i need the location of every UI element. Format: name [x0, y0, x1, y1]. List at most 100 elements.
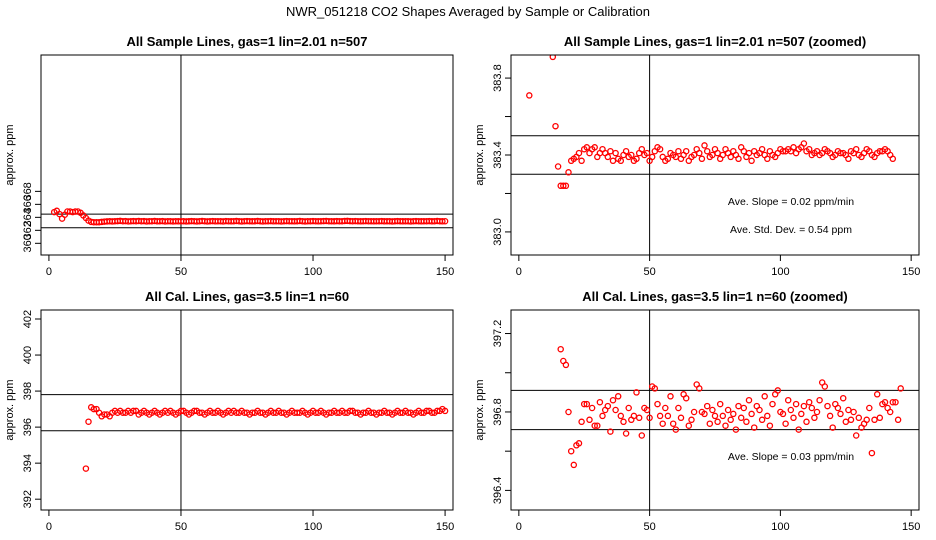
data-point [583, 400, 591, 408]
y-tick-label: 383.4 [492, 141, 504, 169]
data-point [821, 383, 829, 390]
annotation-text: Ave. Slope = 0.03 ppm/min [728, 451, 854, 463]
data-point [578, 418, 585, 426]
x-tick-label: 150 [902, 266, 920, 278]
data-point [769, 400, 776, 408]
data-point [881, 398, 889, 406]
data-point [604, 402, 612, 410]
data-point [583, 144, 591, 151]
chart-title: All Sample Lines, gas=1 lin=2.01 n=507 [127, 34, 368, 49]
data-point [735, 402, 742, 410]
chart-title: All Cal. Lines, gas=3.5 lin=1 n=60 (zoom… [582, 289, 848, 304]
y-tick-label: 383.0 [492, 218, 504, 246]
data-point [612, 406, 619, 414]
y-axis-label: approx. ppm [4, 379, 16, 440]
data-point [782, 420, 789, 427]
data-point [594, 422, 601, 429]
y-tick-label: 397.2 [492, 320, 504, 348]
y-tick-label: 398 [22, 382, 34, 400]
data-point [876, 414, 884, 422]
x-tick-label: 150 [436, 266, 454, 278]
x-tick-label: 100 [304, 266, 322, 278]
y-tick-label: 396 [22, 418, 34, 436]
data-point [813, 408, 821, 416]
y-tick-label: 362 [22, 221, 34, 239]
x-tick-label: 0 [516, 521, 522, 533]
data-point [719, 412, 727, 420]
data-point [675, 147, 682, 155]
data-point [651, 385, 659, 392]
plot-area [511, 310, 919, 510]
data-point [876, 147, 884, 155]
y-tick-label: 383.8 [492, 64, 504, 92]
data-point [732, 426, 740, 433]
data-point [565, 169, 572, 176]
data-point [622, 430, 630, 437]
data-point [800, 402, 808, 410]
data-point [682, 147, 690, 155]
data-point [774, 387, 782, 394]
data-point [719, 151, 727, 159]
data-point [591, 144, 598, 151]
data-point [766, 422, 774, 429]
y-tick-label: 402 [22, 310, 34, 328]
data-point [745, 396, 753, 404]
data-point [648, 153, 656, 161]
data-point [758, 145, 766, 153]
y-tick-label: 368 [22, 182, 34, 200]
data-point [638, 432, 646, 439]
data-point [764, 412, 771, 420]
y-axis-label: approx. ppm [474, 124, 486, 185]
data-point [800, 140, 808, 147]
chart-title: All Cal. Lines, gas=3.5 lin=1 n=60 [145, 289, 349, 304]
data-point [696, 149, 703, 157]
data-point [808, 404, 816, 412]
data-point [756, 406, 763, 414]
data-point [852, 432, 860, 439]
plot-frame [40, 54, 454, 256]
data-point [609, 157, 617, 165]
chart-panel: All Cal. Lines, gas=3.5 lin=1 n=60 (zoom… [474, 289, 920, 533]
data-point [628, 151, 635, 159]
data-point [803, 418, 810, 426]
x-tick-label: 50 [643, 521, 655, 533]
data-point [735, 155, 742, 163]
data-point [837, 149, 844, 157]
data-point [586, 416, 593, 424]
data-point [889, 398, 897, 406]
data-point [727, 416, 734, 424]
data-point [638, 145, 646, 153]
data-point [716, 400, 724, 408]
data-point [724, 406, 732, 414]
annotation-text: Ave. Slope = 0.02 ppm/min [728, 196, 854, 208]
data-point [886, 408, 894, 416]
data-point [578, 157, 585, 165]
data-point [633, 155, 640, 163]
data-point [622, 147, 630, 155]
data-point [599, 412, 606, 420]
data-point [748, 157, 755, 165]
annotation-text: Ave. Std. Dev. = 0.54 ppm [730, 224, 852, 236]
data-point [892, 398, 899, 406]
data-point [779, 147, 787, 155]
data-point [798, 410, 805, 418]
data-point [779, 410, 787, 418]
data-point [685, 422, 693, 429]
data-point [852, 145, 860, 153]
y-tick-label: 366 [22, 195, 34, 213]
data-point [790, 144, 797, 151]
data-point [722, 422, 729, 429]
chart-panel: All Sample Lines, gas=1 lin=2.01 n=507 (… [474, 34, 920, 278]
data-point [656, 412, 664, 420]
x-tick-label: 50 [175, 266, 187, 278]
data-point [588, 404, 596, 412]
data-point [567, 447, 575, 455]
data-point [575, 149, 583, 157]
x-tick-label: 50 [643, 266, 655, 278]
data-point [706, 420, 714, 427]
y-tick-label: 396.8 [492, 398, 504, 426]
y-tick-label: 394 [22, 454, 34, 472]
data-point [654, 400, 661, 408]
